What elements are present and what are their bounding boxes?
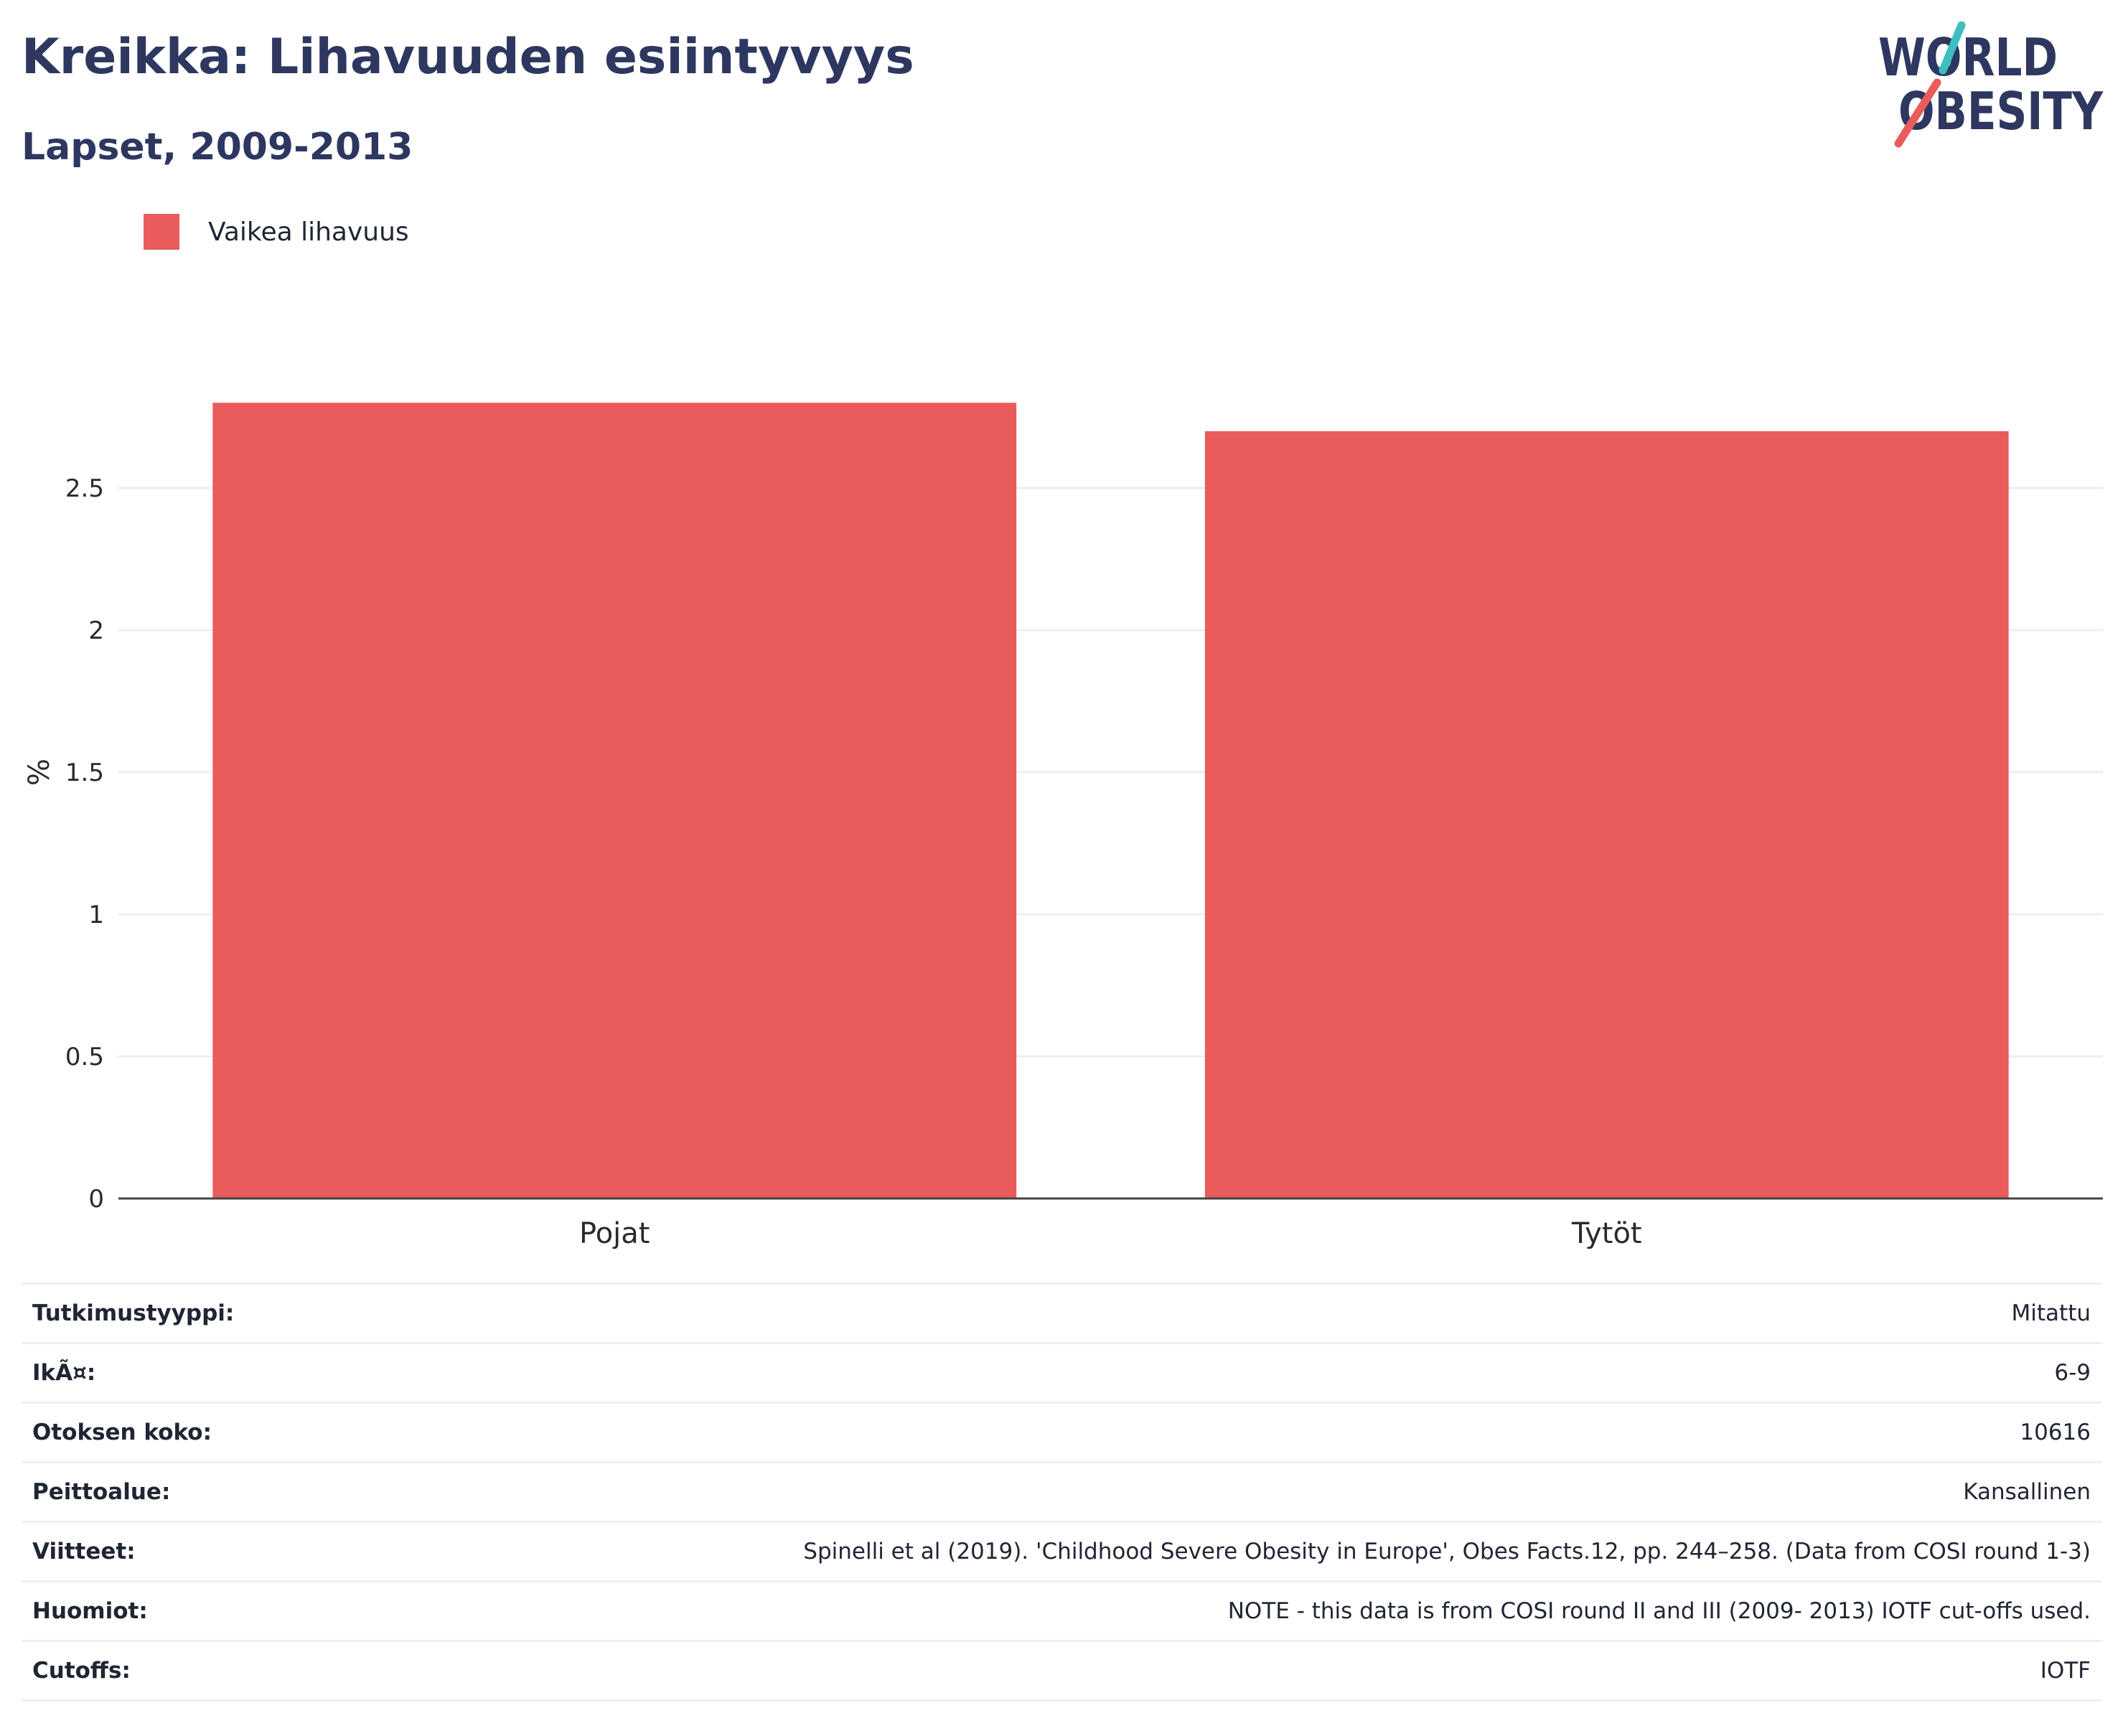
bar-tytöt: [1204, 431, 2009, 1198]
info-value: 10616: [324, 1402, 2101, 1463]
bar-pojat: [212, 403, 1017, 1199]
info-row: Cutoffs: IOTF: [22, 1641, 2101, 1702]
info-value: IOTF: [324, 1641, 2101, 1702]
y-tick-label: 1.5: [65, 759, 104, 787]
logo-slash-bottom: [1894, 78, 1941, 148]
info-value: 6-9: [324, 1343, 2101, 1404]
page-title: Kreikka: Lihavuuden esiintyvyys: [22, 29, 914, 85]
info-row: Otoksen koko: 10616: [22, 1402, 2101, 1463]
x-tick-label: Tytöt: [1571, 1217, 1642, 1249]
info-key: Otoksen koko:: [22, 1402, 325, 1463]
info-key: Tutkimustyyppi:: [22, 1282, 325, 1344]
info-key: IkÃ¤:: [22, 1343, 325, 1404]
info-key: Viitteet:: [22, 1521, 325, 1582]
legend-swatch-vaikea-lihavuus: [144, 214, 179, 250]
info-row: Peittoalue: Kansallinen: [22, 1462, 2101, 1523]
info-key: Peittoalue:: [22, 1462, 325, 1523]
info-value: Mitattu: [324, 1282, 2101, 1344]
y-tick-label: 2.5: [65, 474, 104, 503]
logo-word-world: WORLD: [1878, 27, 2058, 88]
logo-slash-top: [1939, 22, 1966, 75]
info-key: Huomiot:: [22, 1581, 325, 1642]
info-row: Tutkimustyyppi: Mitattu: [22, 1282, 2101, 1344]
legend-label-vaikea-lihavuus: Vaikea lihavuus: [208, 217, 409, 247]
page-subtitle: Lapset, 2009-2013: [22, 126, 413, 169]
info-value: Kansallinen: [324, 1462, 2101, 1523]
info-row: Huomiot: NOTE - this data is from COSI ro…: [22, 1581, 2101, 1642]
chart-legend[interactable]: Vaikea lihavuus: [144, 213, 409, 250]
y-tick-label: 0: [88, 1185, 104, 1214]
info-value: Spinelli et al (2019). 'Childhood Severe…: [324, 1521, 2101, 1582]
x-tick-label: Pojat: [579, 1217, 650, 1249]
info-value: NOTE - this data is from COSI round II a…: [324, 1581, 2101, 1642]
info-key: Cutoffs:: [22, 1641, 325, 1702]
study-info-table: Tutkimustyyppi: Mitattu IkÃ¤: 6-9 Otoksen ko…: [22, 1282, 2101, 1702]
y-tick-label: 0.5: [65, 1043, 104, 1071]
y-tick-label: 2: [88, 616, 104, 645]
info-row: Viitteet: Spinelli et al (2019). 'Childho…: [22, 1521, 2101, 1582]
y-tick-label: 1: [88, 901, 104, 929]
world-obesity-logo: WORLD OBESITY: [1878, 22, 2104, 148]
y-axis-label: %: [23, 759, 56, 786]
info-row: IkÃ¤: 6-9: [22, 1343, 2101, 1404]
bar-chart: 0 0.5 1 1.5 2 2.5% Pojat Tytöt: [23, 403, 2103, 1249]
